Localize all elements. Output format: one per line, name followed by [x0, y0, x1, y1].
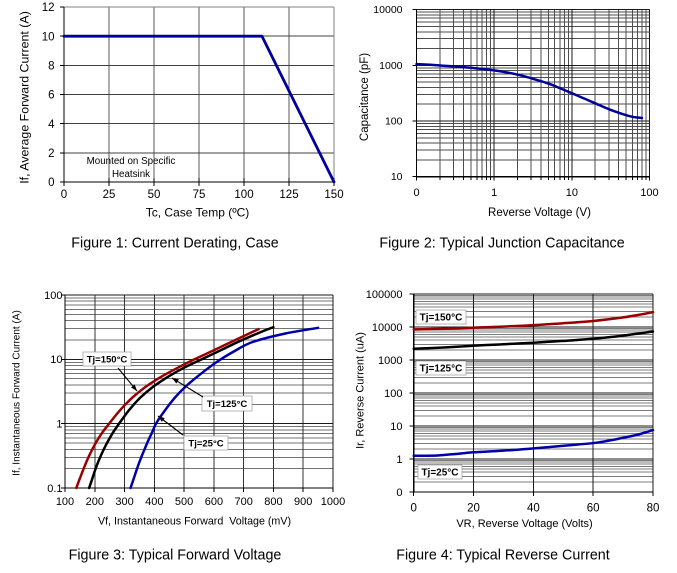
svg-text:Heatsink: Heatsink	[112, 169, 150, 180]
svg-text:Figure 3: Typical Forward Volt: Figure 3: Typical Forward Voltage	[69, 548, 282, 564]
svg-text:1000: 1000	[321, 496, 345, 508]
svg-text:Tj=125°C: Tj=125°C	[420, 364, 463, 375]
svg-text:1: 1	[396, 454, 402, 466]
svg-text:900: 900	[294, 496, 312, 508]
svg-text:100: 100	[44, 290, 62, 302]
svg-text:1000: 1000	[379, 60, 403, 72]
svg-text:10: 10	[50, 354, 62, 366]
svg-text:Figure 1: Current Derating, Ca: Figure 1: Current Derating, Case	[71, 236, 278, 252]
svg-text:25: 25	[103, 189, 116, 201]
svg-text:800: 800	[264, 496, 282, 508]
svg-text:1: 1	[56, 418, 62, 430]
svg-text:Vf, Instantaneous Forward Vol: Vf, Instantaneous Forward Voltage (mV)	[98, 516, 291, 528]
svg-text:Capacitance (pF): Capacitance (pF)	[359, 53, 371, 141]
svg-text:4: 4	[48, 119, 55, 131]
svg-text:Tj=150°C: Tj=150°C	[87, 355, 128, 366]
svg-text:100: 100	[56, 496, 74, 508]
svg-text:0: 0	[396, 487, 402, 499]
svg-text:10000: 10000	[372, 322, 403, 334]
svg-text:75: 75	[193, 189, 206, 201]
svg-text:Mounted on Specific: Mounted on Specific	[87, 156, 176, 167]
svg-text:Tj=150°C: Tj=150°C	[420, 313, 463, 324]
svg-text:Tj=125°C: Tj=125°C	[207, 399, 248, 410]
svg-text:10: 10	[566, 187, 578, 199]
svg-text:Tc, Case Temp (ºC): Tc, Case Temp (ºC)	[146, 206, 250, 220]
svg-text:1000: 1000	[378, 355, 402, 367]
svg-text:700: 700	[234, 496, 252, 508]
svg-text:2: 2	[48, 148, 54, 160]
svg-text:200: 200	[86, 496, 104, 508]
svg-text:10: 10	[390, 421, 402, 433]
svg-text:100: 100	[384, 388, 402, 400]
svg-text:0: 0	[413, 187, 419, 199]
svg-text:If, Average Forward Current (A: If, Average Forward Current (A)	[17, 11, 31, 184]
svg-text:Tj=25°C: Tj=25°C	[188, 439, 223, 450]
svg-text:0: 0	[410, 503, 416, 515]
svg-text:8: 8	[48, 61, 54, 73]
svg-text:400: 400	[145, 496, 163, 508]
svg-text:125: 125	[279, 189, 298, 201]
svg-text:VR, Reverse Voltage (Volts): VR, Reverse Voltage (Volts)	[456, 518, 592, 530]
svg-text:20: 20	[467, 503, 480, 515]
svg-text:150: 150	[324, 189, 343, 201]
svg-text:60: 60	[587, 503, 600, 515]
svg-text:50: 50	[148, 189, 161, 201]
svg-text:Reverse Voltage (V): Reverse Voltage (V)	[488, 207, 591, 219]
svg-text:Tj=25°C: Tj=25°C	[421, 468, 458, 479]
svg-text:100: 100	[234, 189, 253, 201]
svg-text:If, Instantaneous Forward Curr: If, Instantaneous Forward Current (A)	[12, 310, 23, 476]
svg-text:100: 100	[640, 187, 658, 199]
svg-text:300: 300	[115, 496, 133, 508]
svg-text:Figure 4: Typical Reverse Curr: Figure 4: Typical Reverse Current	[396, 548, 610, 564]
svg-text:10: 10	[391, 171, 403, 183]
svg-text:1: 1	[491, 187, 497, 199]
svg-text:6: 6	[48, 90, 54, 102]
svg-text:0.1: 0.1	[47, 483, 62, 495]
svg-text:600: 600	[205, 496, 223, 508]
svg-text:80: 80	[647, 503, 660, 515]
svg-text:0: 0	[61, 189, 67, 201]
svg-text:100: 100	[385, 116, 403, 128]
svg-text:10: 10	[42, 31, 55, 43]
svg-text:Figure 2: Typical Junction Cap: Figure 2: Typical Junction Capacitance	[379, 236, 624, 252]
svg-text:40: 40	[527, 503, 540, 515]
svg-text:Ir, Reverse Current (uA): Ir, Reverse Current (uA)	[355, 332, 367, 449]
svg-text:0: 0	[48, 177, 54, 189]
svg-text:10000: 10000	[373, 4, 402, 16]
svg-text:500: 500	[175, 496, 193, 508]
svg-text:12: 12	[42, 2, 55, 14]
svg-text:100000: 100000	[366, 289, 403, 301]
